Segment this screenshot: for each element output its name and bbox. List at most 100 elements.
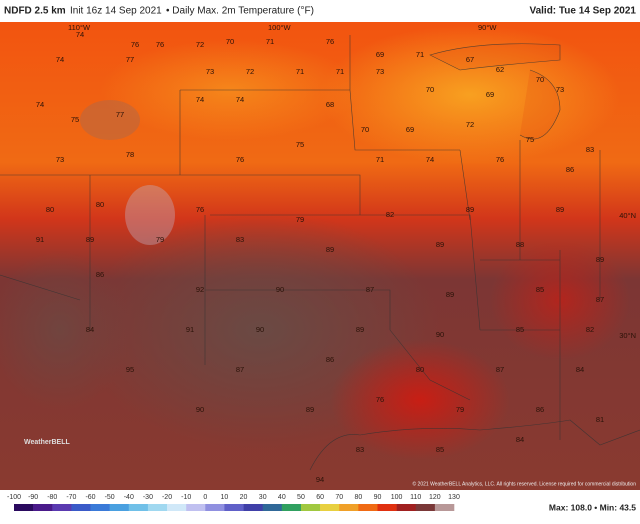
colorbar-tick-label: 30 [259,494,267,501]
colorbar-segment [147,504,168,511]
warm-region [330,340,510,460]
colorbar-segment [52,504,72,511]
field-stats: Max: 108.0 • Min: 43.5 [549,502,636,512]
colorbar-segment [434,504,455,511]
temperature-label: 70 [426,85,434,94]
temperature-label: 87 [236,365,244,374]
temperature-label: 76 [376,395,384,404]
great-lakes [429,43,561,140]
temperature-label: 72 [196,40,204,49]
colorbar-segment [300,504,321,511]
colorbar-segment [377,504,397,511]
temperature-label: 70 [226,37,234,46]
temperature-label: 84 [516,435,524,444]
temperature-label: 75 [296,140,304,149]
temperature-label: 76 [326,37,334,46]
temperature-label: 83 [586,145,594,154]
temperature-label: 73 [556,85,564,94]
temperature-label: 69 [376,50,384,59]
hot-region [0,250,130,410]
temperature-label: 87 [366,285,374,294]
temperature-label: 75 [71,115,79,124]
temperature-label: 89 [436,240,444,249]
temperature-label: 76 [496,155,504,164]
colorbar-segment [415,504,436,511]
temperature-label: 87 [496,365,504,374]
temperature-label: 72 [246,67,254,76]
colorbar-segment [339,504,359,511]
temperature-label: 75 [526,135,534,144]
temperature-label: 89 [596,255,604,264]
temperature-label: 73 [376,67,384,76]
temperature-label: 89 [466,205,474,214]
init-time: Init 16z 14 Sep 2021 [70,6,162,17]
terrain [80,100,140,140]
colorbar-tick-label: -20 [162,494,172,501]
temperature-label: 72 [466,120,474,129]
colorbar-tick-label: 70 [335,494,343,501]
temperature-label: 81 [596,415,604,424]
colorbar-segment [396,504,417,511]
temperature-label: 71 [416,50,424,59]
temperature-label: 86 [96,270,104,279]
colorbar-tick-label: -30 [143,494,153,501]
colorbar-segment [186,504,206,511]
temperature-label: 74 [76,30,84,39]
colorbar-tick-label: 20 [240,494,248,501]
temperature-label: 73 [56,155,64,164]
colorbar-tick-label: -70 [66,494,76,501]
colorbar-segment [320,504,340,511]
temperature-label: 90 [196,405,204,414]
temperature-label: 89 [306,405,314,414]
colorbar-tick-label: -10 [181,494,191,501]
colorbar-segment [205,504,225,511]
temperature-label: 84 [86,325,94,334]
temperature-label: 74 [236,95,244,104]
colorbar-tick-label: -50 [105,494,115,501]
temperature-label: 86 [566,165,574,174]
colorbar-tick-label: -80 [47,494,57,501]
temperature-label: 79 [296,215,304,224]
lon-label: 90°W [478,23,497,32]
temperature-label: 71 [266,37,274,46]
colorbar-tick-label: 100 [391,494,403,501]
temperature-label: 78 [126,150,134,159]
colorbar-tick-label: -100 [7,494,21,501]
colorbar-segment [224,504,244,511]
temperature-label: 89 [326,245,334,254]
temperature-label: 77 [126,55,134,64]
temperature-label: 71 [376,155,384,164]
temperature-label: 90 [436,330,444,339]
temperature-label: 92 [196,285,204,294]
temperature-label: 89 [86,235,94,244]
temperature-label: 91 [186,325,194,334]
lat-label: 40°N [619,211,636,220]
temperature-label: 80 [46,205,54,214]
temperature-labels: 74 76 76 72 70 71 76 69 71 67 62 70 74 77 73 72 71 71 73 70… [36,30,604,484]
temperature-label: 74 [426,155,434,164]
temperature-label: 83 [356,445,364,454]
temperature-label: 89 [446,290,454,299]
colorbar-segment [167,504,187,511]
temperature-label: 76 [131,40,139,49]
temperature-label: 89 [556,205,564,214]
temperature-label: 85 [536,285,544,294]
temperature-label: 85 [436,445,444,454]
temperature-label: 79 [456,405,464,414]
colorbar-segment [358,504,378,511]
temperature-label: 86 [536,405,544,414]
colorbar-tick-label: -40 [124,494,134,501]
temperature-label: 74 [196,95,204,104]
colorbar-tick-label: 60 [316,494,324,501]
temperature-label: 62 [496,65,504,74]
lon-label: 110°W [68,23,91,32]
temperature-label: 70 [536,75,544,84]
colorbar-segment [281,504,302,511]
lon-label: 100°W [268,23,292,32]
lat-label: 30°N [619,331,636,340]
colorbar-tick-label: 50 [297,494,305,501]
header-bar [0,0,640,22]
temperature-label: 85 [516,325,524,334]
